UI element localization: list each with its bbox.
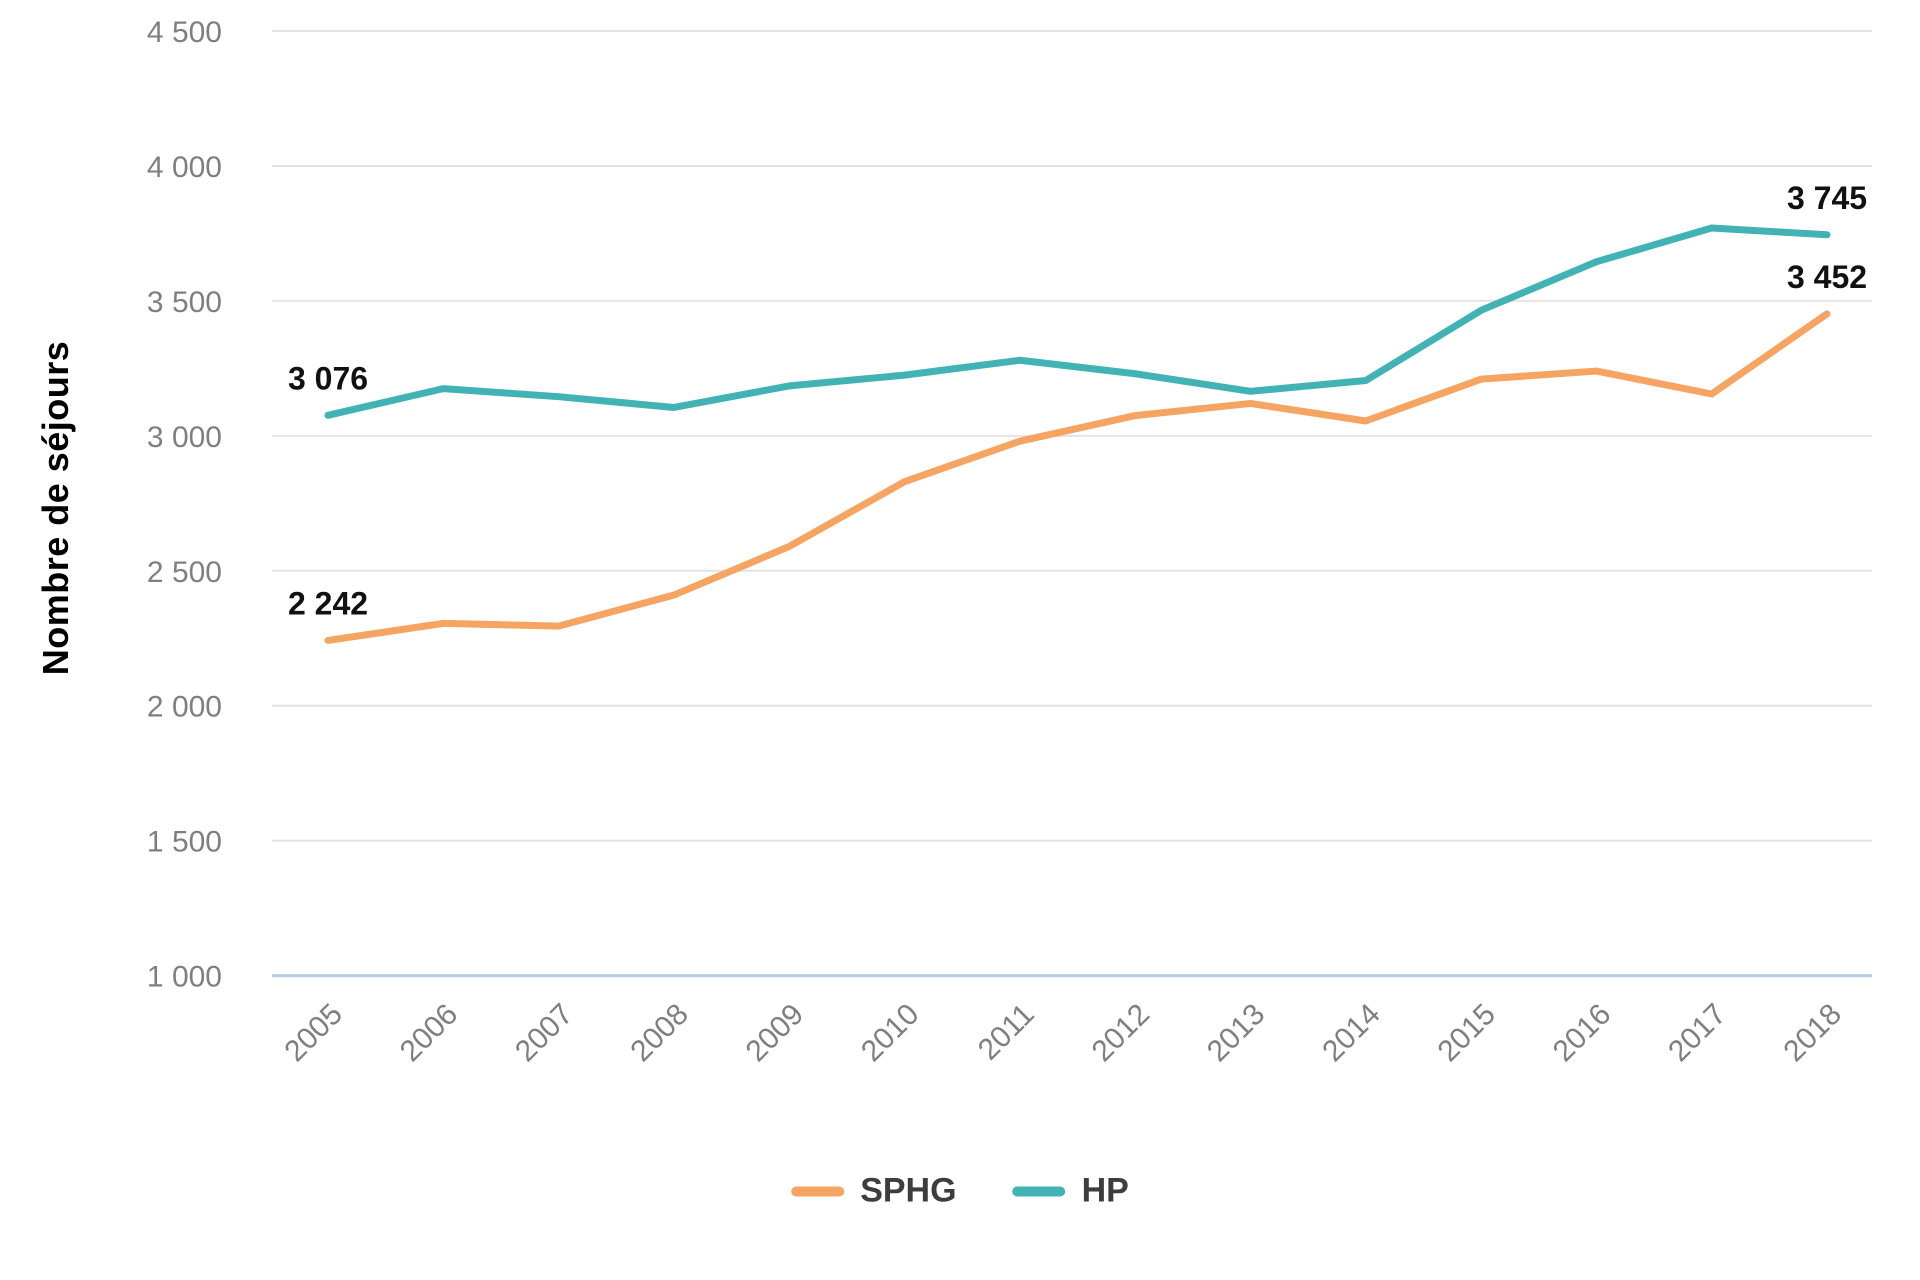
legend: SPHG HP <box>791 1172 1129 1211</box>
legend-item-sphg: SPHG <box>791 1171 957 1211</box>
x-tick-label: 2008 <box>624 998 695 1069</box>
sphg-swatch-icon <box>791 1186 845 1196</box>
x-tick-label: 2018 <box>1777 998 1848 1069</box>
x-tick-label: 2010 <box>855 998 926 1069</box>
data-label: 3 076 <box>288 360 368 396</box>
legend-item-hp: HP <box>1012 1171 1129 1211</box>
x-tick-label: 2005 <box>278 998 349 1069</box>
x-tick-label: 2012 <box>1086 998 1157 1069</box>
x-tick-label: 2014 <box>1316 998 1387 1069</box>
hp-swatch-icon <box>1012 1186 1066 1196</box>
y-tick-label: 4 500 <box>147 16 222 49</box>
series-line-hp <box>324 224 1831 419</box>
y-tick-label: 3 500 <box>147 286 222 319</box>
y-tick-label: 1 000 <box>147 961 222 994</box>
x-tick-label: 2011 <box>972 998 1041 1067</box>
data-label: 3 452 <box>1787 259 1867 295</box>
y-tick-label: 3 000 <box>147 421 222 454</box>
y-tick-label: 4 000 <box>147 151 222 184</box>
x-tick-label: 2009 <box>740 998 811 1069</box>
x-tick-label: 2016 <box>1547 998 1618 1069</box>
data-label: 2 242 <box>288 585 368 621</box>
x-tick-label: 2006 <box>394 998 465 1069</box>
x-tick-label: 2015 <box>1431 998 1502 1069</box>
y-tick-label: 2 000 <box>147 691 222 724</box>
series-line-sphg <box>324 310 1831 644</box>
x-tick-label: 2007 <box>509 998 580 1069</box>
y-tick-label: 1 500 <box>147 826 222 859</box>
legend-label-sphg: SPHG <box>860 1171 957 1210</box>
y-tick-label: 2 500 <box>147 556 222 589</box>
x-tick-label: 2013 <box>1201 998 1272 1069</box>
x-tick-label: 2017 <box>1662 998 1733 1069</box>
legend-label-hp: HP <box>1081 1171 1129 1210</box>
data-label: 3 745 <box>1787 180 1867 216</box>
